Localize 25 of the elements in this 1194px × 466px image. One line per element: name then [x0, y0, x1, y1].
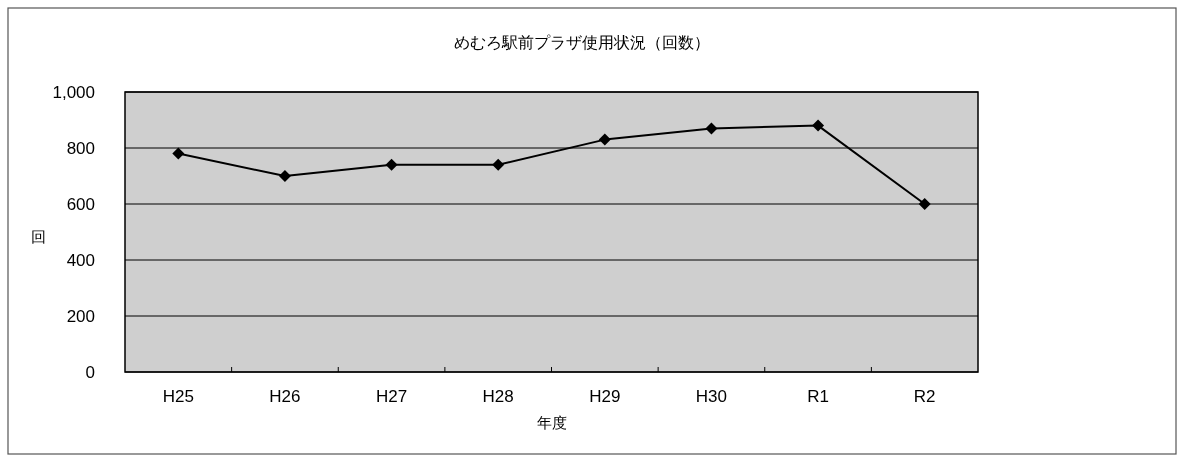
- x-tick-label: H30: [695, 387, 728, 406]
- y-tick-label: 1,000: [52, 83, 95, 102]
- chart-title: めむろ駅前プラザ使用状況（回数）: [453, 34, 710, 51]
- y-tick-label: 200: [66, 307, 95, 326]
- x-tick-label: R2: [913, 387, 936, 406]
- point: [598, 133, 611, 146]
- y-tick-label: 800: [66, 139, 95, 158]
- y-axis-title: 回: [30, 228, 46, 245]
- point: [812, 119, 825, 132]
- point: [705, 122, 718, 135]
- x-tick-label: H27: [375, 387, 408, 406]
- point: [492, 158, 505, 171]
- x-tick-label: H26: [269, 387, 301, 406]
- point: [918, 198, 931, 210]
- x-axis-title: 年度: [536, 414, 567, 431]
- y-tick-label: 400: [66, 251, 95, 270]
- x-tick-label: H29: [589, 387, 621, 406]
- point: [385, 158, 398, 171]
- point: [172, 147, 185, 160]
- x-tick-label: R1: [807, 387, 829, 406]
- point: [278, 170, 291, 182]
- y-tick-label: 0: [85, 363, 95, 382]
- x-tick-label: H28: [482, 387, 514, 406]
- y-tick-label: 600: [66, 195, 95, 214]
- x-tick-label: H25: [162, 387, 194, 406]
